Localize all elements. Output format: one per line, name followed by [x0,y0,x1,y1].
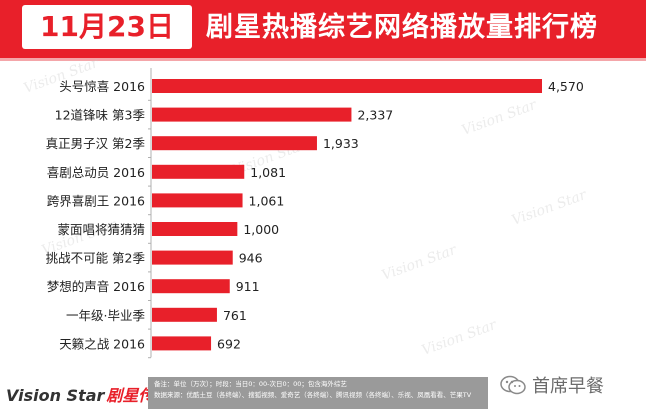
data-label: 1,933 [323,136,359,151]
bar [152,307,217,322]
data-label: 946 [239,251,263,266]
bar [152,279,230,294]
category-label: 一年级·毕业季 [66,308,145,323]
header-divider [0,58,646,61]
wechat-account-name: 首席早餐 [532,376,604,397]
data-label: 1,000 [243,222,279,237]
header-title: 剧星热播综艺网络播放量排行榜 [206,12,598,43]
footer-note-line: 数据来源：优酷土豆（各终端）、搜狐视频、爱奇艺（各终端）、腾讯视频（各终端）、乐… [154,391,472,399]
data-label: 761 [223,308,247,323]
wechat-account: 首席早餐 [500,370,640,400]
category-label: 蒙面唱将猜猜猜 [57,222,145,237]
bar [152,222,238,236]
brand-logo: Vision Star 剧星传媒 [6,382,170,406]
category-label: 天籁之战 2016 [59,336,145,351]
wechat-icon [500,375,526,395]
bar-chart: 头号惊喜 2016 4,570 12道锋味 第3季 2,337 真正男子汉 第2季 1,9… [46,68,584,359]
data-label: 692 [217,336,241,351]
category-label: 头号惊喜 2016 [59,79,145,94]
bar [152,107,352,122]
footer-note-line: 备注：单位（万次）；时段：当日0：00-次日0：00；包含海外综艺 [154,380,347,388]
bar [152,193,243,208]
bar [152,250,233,265]
bar [152,336,212,351]
data-label: 1,081 [250,165,286,180]
bar [152,164,245,179]
bar [152,136,317,151]
bar [152,79,542,93]
header-date: 11月23日 [22,5,192,49]
header-banner: 11月23日 剧星热播综艺网络播放量排行榜 [0,0,646,58]
category-label: 跨界喜剧王 2016 [47,193,145,208]
data-label: 4,570 [548,79,584,94]
brand-name-en: Vision Star [6,386,105,405]
data-label: 911 [236,279,260,294]
category-label: 真正男子汉 第2季 [46,136,146,151]
category-label: 挑战不可能 第2季 [46,251,146,266]
category-label: 12道锋味 第3季 [55,108,146,123]
category-label: 喜剧总动员 2016 [47,165,145,180]
data-label: 2,337 [357,108,393,123]
data-label: 1,061 [249,193,285,208]
category-label: 梦想的声音 2016 [47,279,145,294]
footer-note: 备注：单位（万次）；时段：当日0：00-次日0：00；包含海外综艺 数据来源：优… [148,377,488,409]
